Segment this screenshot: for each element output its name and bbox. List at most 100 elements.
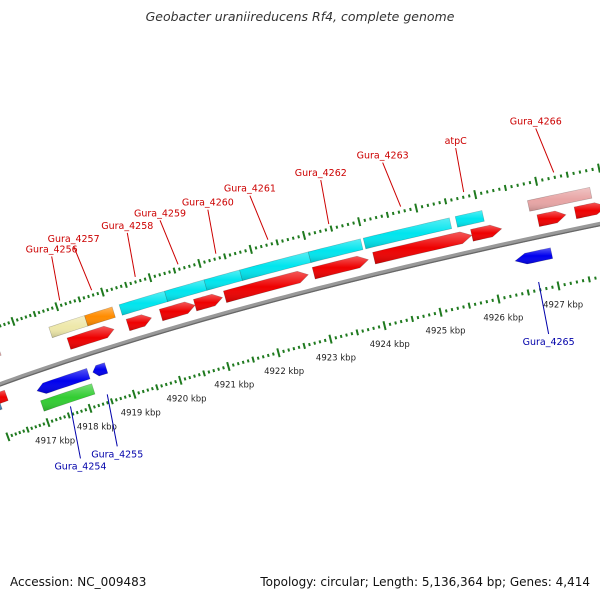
- outer-tick-mark: [369, 217, 372, 221]
- reverse-gene-leader: [69, 406, 81, 459]
- inner-tick-mark: [202, 370, 206, 377]
- outer-tick-mark: [335, 225, 339, 229]
- outer-tick-mark: [158, 273, 162, 277]
- reverse-orf-arrow-shade: [0, 390, 9, 404]
- outer-tick-mark: [73, 299, 77, 303]
- outer-tick-mark: [467, 194, 471, 198]
- inner-tick-mark: [479, 301, 483, 305]
- outer-tick-mark: [319, 229, 322, 233]
- outer-tick-mark: [208, 258, 211, 263]
- inner-tick-mark: [491, 298, 494, 303]
- forward-gene-leader: [320, 179, 330, 225]
- outer-tick-mark: [105, 288, 109, 293]
- inner-tick-mark: [160, 384, 163, 388]
- outer-tick-mark: [498, 187, 501, 191]
- forward-gene-leader: [126, 232, 136, 277]
- inner-tick-mark: [427, 313, 431, 317]
- forward-gene-label: Gura_4262: [295, 168, 347, 179]
- inner-tick-mark: [97, 403, 101, 408]
- outer-tick-mark: [461, 195, 465, 199]
- scale-label: 4919 kbp: [121, 408, 161, 418]
- forward-gene-leader: [51, 256, 61, 301]
- inner-tick-mark: [197, 373, 201, 377]
- inner-tick-mark: [22, 429, 26, 433]
- inner-tick-mark: [515, 293, 518, 297]
- inner-tick-mark: [58, 416, 62, 421]
- reverse-gene-arrow-shade: [37, 368, 91, 394]
- forward-orf-arrow-shade: [223, 271, 309, 303]
- outer-tick-mark: [528, 180, 532, 185]
- forward-gene-leader: [535, 128, 555, 173]
- outer-tick-mark: [28, 313, 32, 318]
- inner-tick-mark: [292, 346, 296, 351]
- inner-tick-mark: [101, 402, 105, 406]
- outer-tick-mark: [329, 225, 334, 232]
- inner-tick-mark: [174, 379, 177, 384]
- inner-tick-mark: [30, 426, 34, 430]
- forward-gene-label: Gura_4260: [182, 198, 234, 209]
- inner-tick-mark: [18, 430, 22, 435]
- backbone-line: [0, 221, 600, 387]
- forward-gene-box-shade: [363, 217, 452, 249]
- inner-tick-mark: [178, 375, 183, 385]
- outer-tick-mark: [414, 203, 419, 213]
- inner-tick-mark: [80, 409, 83, 413]
- inner-tick-mark: [416, 315, 420, 320]
- outer-tick-mark: [41, 309, 45, 313]
- inner-tick-mark: [377, 325, 381, 329]
- outer-tick-mark: [559, 174, 563, 178]
- outer-tick-mark: [547, 176, 550, 181]
- outer-tick-mark: [503, 184, 508, 192]
- forward-gene-box-shade: [84, 306, 116, 326]
- inner-tick-mark: [183, 377, 187, 381]
- forward-orf-arrow-shade: [193, 294, 223, 311]
- inner-tick-mark: [207, 370, 211, 374]
- outer-tick-mark: [178, 267, 181, 271]
- outer-tick-mark: [134, 280, 137, 284]
- outer-tick-mark: [248, 244, 253, 254]
- outer-tick-mark: [50, 306, 54, 310]
- outer-tick-mark: [188, 264, 191, 269]
- inner-tick-mark: [137, 391, 141, 395]
- inner-tick-mark: [155, 384, 159, 391]
- inner-tick-mark: [521, 292, 524, 296]
- outer-tick-mark: [218, 256, 222, 260]
- outer-tick-mark: [15, 318, 19, 322]
- outer-tick-mark: [259, 244, 263, 249]
- label-layer: Gura_4256Gura_4257Gura_4258Gura_4259Gura…: [26, 116, 575, 472]
- outer-tick-mark: [32, 310, 37, 318]
- scale-label: 4922 kbp: [264, 367, 304, 377]
- reverse-gene-arrow-shade: [0, 402, 3, 410]
- outer-tick-mark: [254, 246, 258, 250]
- forward-gene-leader: [249, 195, 269, 240]
- inner-tick-mark: [433, 311, 437, 316]
- outer-tick-mark: [7, 321, 11, 325]
- inner-tick-mark: [297, 345, 301, 349]
- inner-tick-mark: [485, 299, 489, 304]
- inner-tick-mark: [54, 417, 58, 422]
- outer-tick-mark: [346, 222, 350, 227]
- inner-tick-mark: [405, 318, 409, 322]
- genome-summary: Topology: circular; Length: 5,136,364 bp…: [260, 575, 590, 589]
- inner-tick-mark: [462, 305, 465, 309]
- forward-gene-box-shade: [527, 187, 592, 212]
- inner-tick-mark: [456, 306, 460, 310]
- outer-tick-mark: [124, 281, 128, 289]
- forward-orf-arrow-shade: [126, 314, 152, 331]
- outer-tick-mark: [403, 209, 407, 213]
- outer-tick-mark: [485, 190, 489, 194]
- outer-tick-mark: [138, 278, 142, 283]
- outer-tick-mark: [516, 183, 519, 187]
- inner-tick-mark: [212, 368, 216, 373]
- outer-tick-mark: [59, 303, 63, 307]
- inner-tick-mark: [467, 302, 471, 309]
- reverse-gene-leader: [106, 394, 118, 447]
- reverse-gene-arrow-shade: [92, 362, 108, 376]
- outer-tick-mark: [68, 300, 72, 305]
- inner-tick-mark: [164, 382, 168, 387]
- inner-tick-mark: [282, 349, 285, 354]
- forward-orf-arrow-shade: [470, 225, 502, 242]
- outer-tick-mark: [374, 215, 378, 220]
- outer-tick-mark: [380, 214, 384, 218]
- outer-tick-mark: [553, 175, 557, 179]
